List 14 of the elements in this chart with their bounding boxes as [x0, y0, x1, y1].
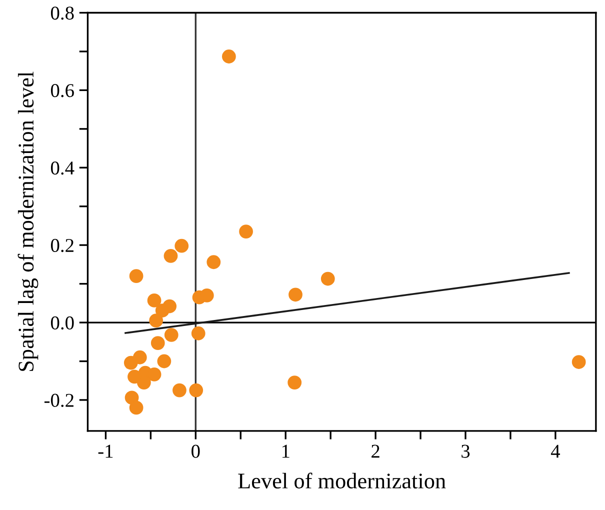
x-tick-label: 2	[372, 444, 380, 458]
y-tick-label: -0.2	[44, 394, 74, 407]
x-axis-title: Level of modernization	[238, 472, 446, 489]
y-tick-label: 0.6	[50, 84, 74, 98]
x-tick-label: -1	[98, 444, 113, 458]
y-tick-label: 0.0	[50, 316, 74, 330]
y-tick-label: 0.8	[50, 6, 74, 20]
x-tick-label: 1	[282, 444, 290, 458]
x-tick-label: 3	[462, 444, 470, 458]
x-tick-label: 4	[550, 444, 560, 458]
y-axis-title: Spatial lag of modernization level	[18, 72, 38, 371]
x-tick-label: 0	[192, 444, 200, 458]
y-tick-label: 0.2	[50, 238, 74, 252]
y-tick-label: 0.4	[50, 161, 74, 175]
